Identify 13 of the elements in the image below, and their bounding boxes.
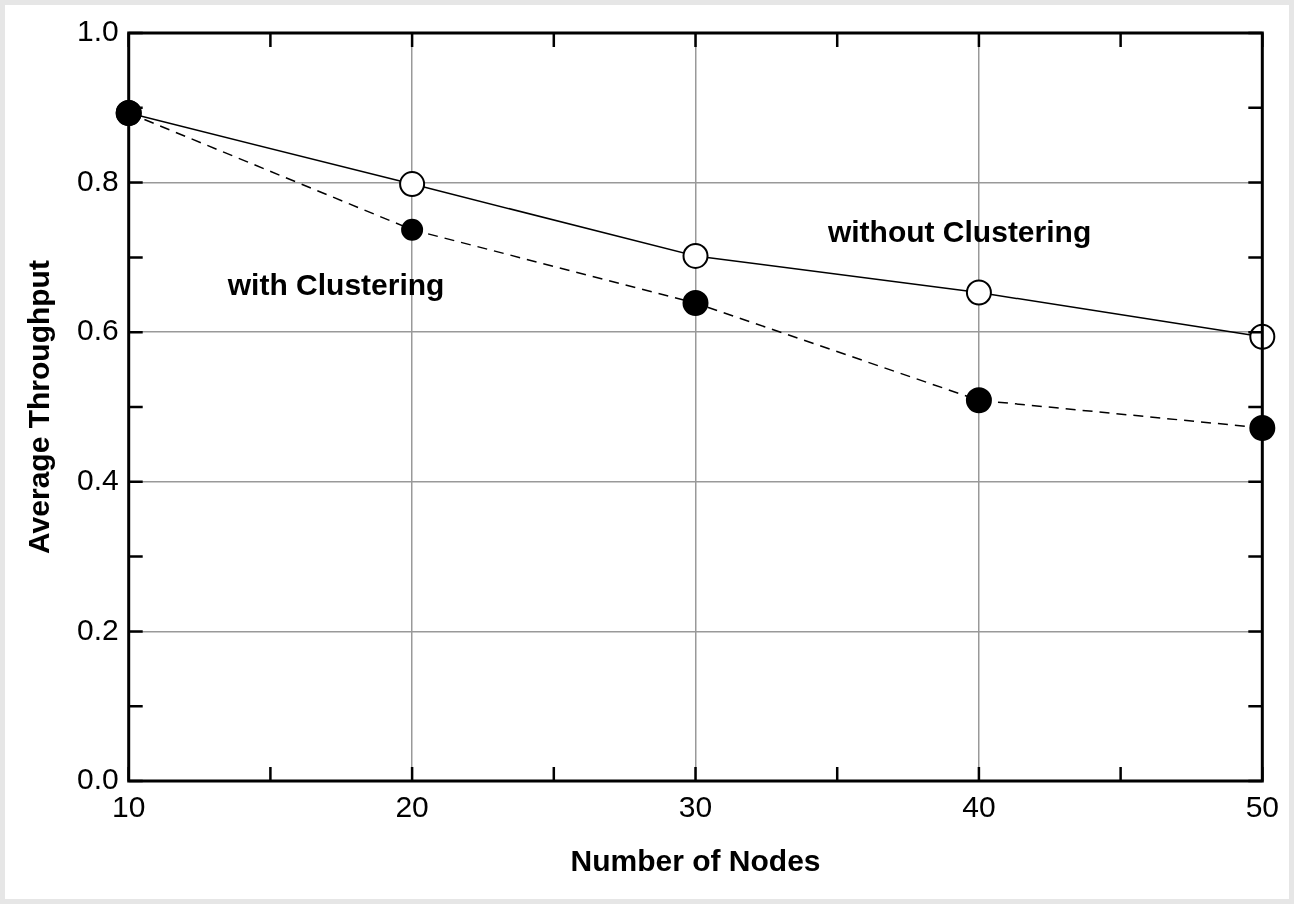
series-label: without Clustering	[826, 214, 1092, 248]
y-tick-label: 0.6	[76, 313, 119, 347]
x-tick-label: 40	[962, 790, 996, 824]
series-label: with Clustering	[226, 267, 445, 301]
y-tick-label: 0.8	[76, 163, 119, 197]
y-tick-label: 0.4	[76, 463, 119, 497]
y-axis-title: Average Throughput	[22, 260, 56, 554]
y-tick-label: 1.0	[76, 14, 119, 48]
x-axis-title: Number of Nodes	[570, 844, 821, 878]
x-tick-label: 30	[678, 790, 713, 824]
y-tick-label: 0.2	[76, 612, 119, 646]
x-tick-label: 20	[395, 790, 429, 824]
x-tick-label: 50	[1245, 790, 1279, 824]
